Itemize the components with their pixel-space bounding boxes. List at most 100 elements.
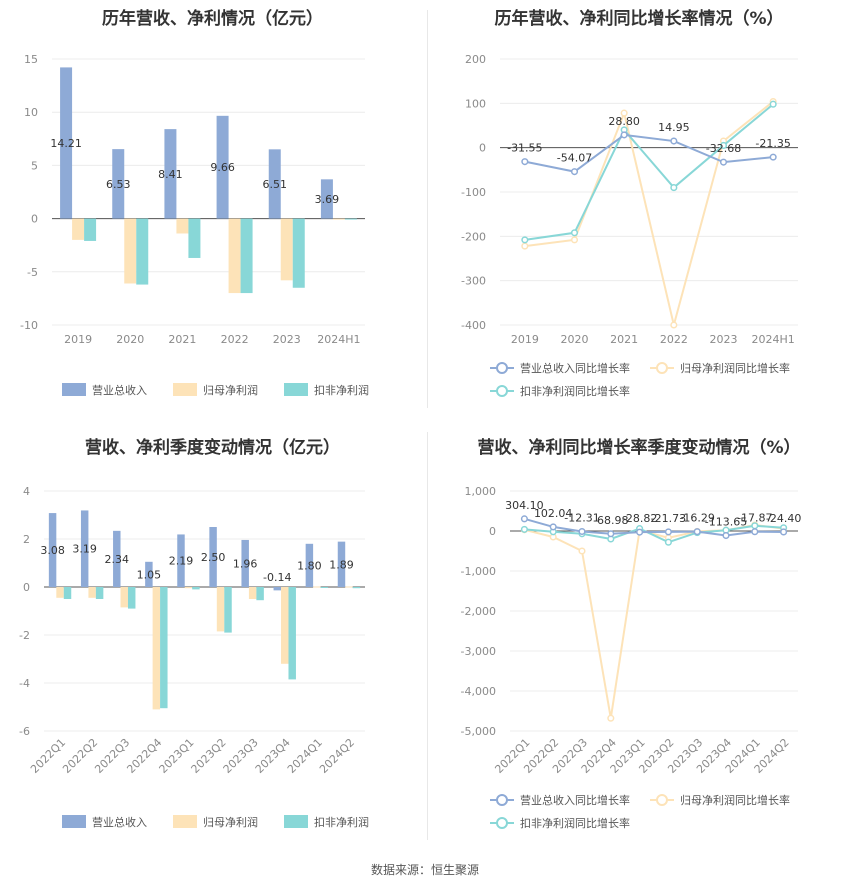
- bar: [120, 587, 128, 608]
- data-point: [620, 109, 628, 117]
- data-point: [521, 242, 529, 250]
- data-label: 3.69: [315, 193, 340, 206]
- data-label: 28.80: [608, 115, 640, 128]
- quarterly-growth-chart: 营收、净利同比增长率季度变动情况（%） -5,000 -4,000 -3,000 -2…: [428, 425, 850, 855]
- bar: [345, 586, 353, 588]
- bar: [352, 587, 361, 589]
- legend-label: 营业总收入同比增长率: [520, 793, 630, 807]
- bar: [188, 218, 201, 258]
- data-point: [520, 525, 528, 533]
- y-tick-label: 0: [23, 581, 30, 594]
- annual-revenue-profit-chart: 历年营收、净利情况（亿元） -10 -5 0 5 10 15 2019 2020 2021 202…: [0, 0, 425, 420]
- bar: [313, 586, 321, 588]
- data-point: [520, 515, 528, 523]
- legend-swatch: [173, 383, 197, 396]
- bar: [192, 587, 200, 590]
- data-label: 1.80: [297, 559, 322, 572]
- y-tick-label: -10: [20, 319, 38, 332]
- bar: [48, 513, 57, 587]
- bar: [145, 561, 153, 587]
- data-point: [670, 321, 678, 329]
- quarterly-revenue-profit-chart: 营收、净利季度变动情况（亿元） -6 -4 -2 0 2 4 2022Q1 2022Q2 202…: [0, 425, 425, 855]
- data-point: [722, 531, 730, 540]
- data-label: -21.73: [651, 512, 686, 525]
- y-tick-label: -5,000: [461, 725, 496, 738]
- legend-label: 归母净利润同比增长率: [680, 793, 790, 807]
- data-label: -17.87: [737, 512, 772, 525]
- data-label: 6.51: [263, 178, 288, 191]
- y-tick-label: -200: [461, 230, 486, 243]
- legend-label: 营业总收入同比增长率: [520, 361, 630, 375]
- legend-swatch: [173, 815, 197, 828]
- data-point: [719, 158, 728, 166]
- bar: [320, 179, 333, 219]
- x-tick-label: 2024H1: [752, 333, 795, 346]
- legend-label: 营业总收入: [92, 383, 147, 397]
- bar: [344, 218, 357, 220]
- data-label: 2.19: [169, 555, 194, 568]
- data-point: [521, 236, 529, 244]
- data-point: [769, 100, 777, 108]
- bar: [332, 218, 345, 220]
- series-line: [524, 100, 774, 326]
- y-tick-label: 5: [31, 159, 38, 172]
- data-label: 1.05: [137, 568, 162, 581]
- legend-marker: [496, 362, 508, 374]
- y-tick-label: -3,000: [461, 645, 496, 658]
- data-label: 14.21: [50, 137, 82, 150]
- bar: [112, 149, 125, 219]
- y-tick-label: 200: [465, 53, 486, 66]
- x-tick-label: 2019: [64, 333, 92, 346]
- data-label: 2.50: [201, 551, 226, 564]
- legend-swatch: [284, 383, 308, 396]
- data-point: [521, 158, 529, 166]
- data-label: 3.19: [72, 543, 97, 556]
- bar: [80, 510, 89, 587]
- legend-marker: [496, 817, 508, 829]
- data-label: -21.35: [755, 137, 790, 150]
- data-label: 2.34: [105, 553, 130, 566]
- series-line: [524, 524, 784, 544]
- bar: [63, 587, 72, 599]
- legend-marker: [496, 794, 508, 806]
- bar: [216, 115, 229, 219]
- bar: [209, 527, 217, 587]
- bar: [305, 543, 314, 587]
- bar: [127, 587, 136, 609]
- data-label: 304.10: [505, 499, 544, 512]
- y-tick-label: -5: [27, 266, 38, 279]
- bar: [292, 218, 305, 288]
- y-tick-label: 0: [479, 142, 486, 155]
- data-label: 14.95: [658, 121, 690, 134]
- y-tick-label: -1,000: [461, 565, 496, 578]
- bar: [320, 587, 329, 588]
- y-tick-label: 10: [24, 106, 38, 119]
- bar: [281, 587, 289, 664]
- chart-plot: -10 -5 0 5 10 15 2019 2020 2021 2022 2023 2024H1 14.…: [20, 53, 369, 397]
- legend-marker: [496, 385, 508, 397]
- bar: [113, 530, 121, 587]
- x-tick-label: 2024Q2: [317, 736, 357, 776]
- y-tick-label: 0: [31, 213, 38, 226]
- data-label: 3.08: [40, 544, 65, 557]
- bar: [228, 218, 241, 294]
- chart-title: 历年营收、净利情况（亿元）: [102, 9, 323, 29]
- data-point: [664, 538, 672, 546]
- bar: [241, 539, 249, 587]
- annual-growth-chart: 历年营收、净利同比增长率情况（%） -400 -300 -200 -100 0 100 20…: [428, 0, 850, 420]
- x-tick-label: 2022: [660, 333, 688, 346]
- bar: [84, 218, 97, 241]
- bar: [176, 218, 189, 234]
- bar: [95, 587, 104, 599]
- data-label: 1.89: [329, 558, 354, 571]
- series-line: [524, 103, 774, 241]
- legend-label: 归母净利润: [203, 383, 258, 397]
- bar: [337, 541, 346, 587]
- data-point: [607, 530, 615, 538]
- y-tick-label: 4: [23, 485, 30, 498]
- y-tick-label: 2: [23, 533, 30, 546]
- data-label: -32.68: [706, 142, 741, 155]
- y-tick-label: 15: [24, 53, 38, 66]
- data-label: 102.04: [534, 507, 573, 520]
- bar: [60, 67, 73, 219]
